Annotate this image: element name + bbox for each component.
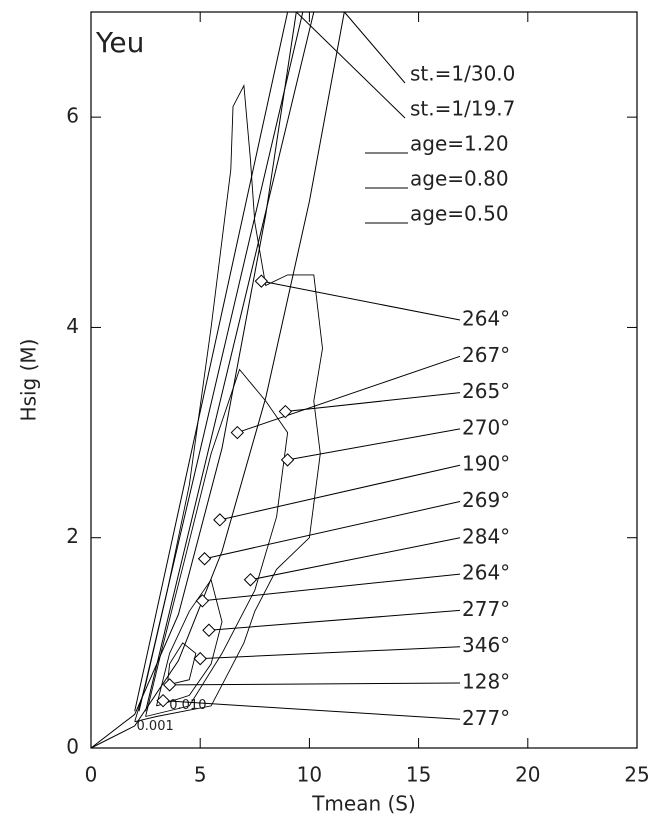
point-marker bbox=[213, 513, 227, 527]
curve bbox=[90, 11, 345, 749]
point-marker bbox=[254, 274, 269, 288]
leader-line bbox=[204, 501, 461, 560]
curve bbox=[134, 11, 289, 712]
y-tick-label: 6 bbox=[66, 104, 79, 128]
legend-label: age=0.50 bbox=[410, 202, 509, 226]
contour-label: 0.001 bbox=[137, 719, 174, 734]
leader-line bbox=[163, 700, 461, 720]
leader-line bbox=[237, 355, 461, 434]
direction-label: 284° bbox=[462, 524, 510, 548]
legend-label: age=1.20 bbox=[410, 132, 509, 156]
direction-label: 277° bbox=[462, 597, 510, 621]
direction-label: 264° bbox=[462, 307, 510, 331]
leader-line bbox=[287, 428, 461, 461]
leader-line bbox=[208, 609, 461, 631]
legend-label: st.=1/30.0 bbox=[410, 62, 515, 86]
leader-line bbox=[295, 11, 406, 119]
leader-line bbox=[285, 392, 461, 413]
x-tick-label: 15 bbox=[406, 763, 431, 787]
x-tick-label: 20 bbox=[515, 763, 540, 787]
x-axis-label: Tmean (S) bbox=[311, 792, 416, 816]
x-tick-label: 5 bbox=[194, 763, 207, 787]
point-marker bbox=[162, 678, 177, 692]
point-marker bbox=[156, 693, 170, 708]
point-marker bbox=[243, 573, 258, 587]
contour bbox=[145, 368, 289, 717]
point-marker bbox=[280, 453, 295, 467]
leader-line bbox=[169, 682, 461, 686]
x-tick-label: 0 bbox=[85, 763, 98, 787]
point-marker bbox=[278, 404, 293, 419]
leader-line bbox=[202, 573, 461, 602]
curve bbox=[90, 11, 297, 749]
direction-label: 190° bbox=[462, 452, 510, 476]
leader-line bbox=[261, 280, 461, 321]
direction-label: 346° bbox=[462, 633, 510, 657]
x-tick-label: 25 bbox=[624, 763, 649, 787]
legend-label: age=0.80 bbox=[410, 167, 509, 191]
y-tick-label: 2 bbox=[66, 524, 79, 548]
point-marker bbox=[197, 552, 212, 566]
leader-line bbox=[250, 537, 461, 581]
point-marker bbox=[195, 594, 210, 608]
contour-label: 0.010 bbox=[169, 698, 206, 713]
y-axis-label: Hsig (M) bbox=[17, 339, 41, 422]
direction-label: 265° bbox=[462, 379, 510, 403]
leader-line bbox=[343, 11, 406, 84]
legend-label: st.=1/19.7 bbox=[410, 97, 515, 121]
y-tick-label: 4 bbox=[66, 314, 79, 338]
direction-label: 277° bbox=[462, 706, 510, 730]
direction-label: 270° bbox=[462, 415, 510, 439]
direction-label: 264° bbox=[462, 561, 510, 585]
curve bbox=[145, 11, 315, 712]
leader-line bbox=[200, 646, 461, 660]
contour bbox=[156, 578, 223, 707]
point-marker bbox=[202, 623, 216, 637]
leader-line bbox=[219, 464, 461, 521]
point-marker bbox=[193, 651, 207, 666]
point-marker bbox=[230, 425, 245, 440]
plot-frame bbox=[90, 11, 638, 749]
contour bbox=[134, 84, 323, 723]
chart-title: Yeu bbox=[95, 26, 144, 59]
direction-label: 267° bbox=[462, 343, 510, 367]
direction-label: 269° bbox=[462, 488, 510, 512]
y-tick-label: 0 bbox=[66, 735, 79, 759]
contour bbox=[166, 642, 197, 686]
x-tick-label: 10 bbox=[297, 763, 322, 787]
direction-label: 128° bbox=[462, 670, 510, 694]
